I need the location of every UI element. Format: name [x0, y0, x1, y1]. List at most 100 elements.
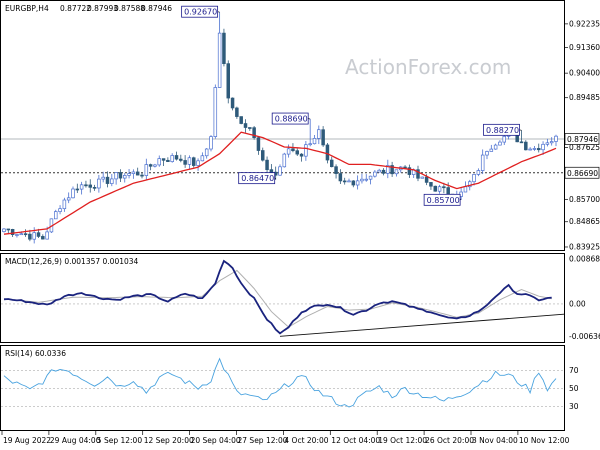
candle-body — [325, 144, 330, 161]
candle-body — [66, 197, 71, 201]
candle-body — [381, 169, 386, 174]
candle-body — [53, 211, 58, 220]
candle-body — [420, 176, 425, 179]
candle-body — [41, 236, 45, 240]
candle-body — [170, 155, 174, 162]
macd-line — [3, 259, 552, 335]
ohlc-low: 0.87588 — [114, 4, 145, 13]
candle-body — [286, 148, 291, 155]
macd-layer — [1, 259, 565, 337]
candle-body — [248, 127, 252, 129]
callout-label: 0.88690 — [275, 115, 308, 124]
candle-body — [321, 129, 325, 146]
candle-body — [58, 208, 62, 212]
candle-body — [498, 141, 502, 146]
callout-box — [271, 112, 309, 125]
candle-body — [235, 107, 239, 117]
candle-body — [127, 173, 131, 176]
candle-body — [386, 165, 390, 174]
candle-body — [174, 155, 179, 160]
candle-body — [554, 135, 558, 142]
candle-body — [118, 172, 123, 179]
candle-body — [2, 228, 6, 232]
macd-y-tick-label: -0.006366 — [569, 332, 600, 341]
candle-body — [532, 148, 537, 150]
candle-body — [364, 178, 369, 181]
callout-label: 0.86470 — [241, 174, 274, 183]
candle-body — [157, 158, 162, 166]
candle-body — [196, 160, 200, 166]
candle-body — [308, 143, 312, 146]
axis-layer: 0.92235 0.91360 0.90400 0.89485 0.87625 0.866… — [1, 19, 600, 445]
candle-body — [88, 184, 92, 188]
candle-body — [429, 182, 433, 187]
candle-body — [6, 228, 11, 231]
support-level-tag-label: 0.86690 — [567, 169, 598, 178]
candle-body — [161, 158, 166, 161]
candle-body — [373, 171, 377, 177]
candle-body — [502, 135, 507, 143]
candle-body — [217, 32, 222, 88]
candle-body — [183, 160, 187, 165]
candle-body — [230, 97, 235, 109]
candle-body — [463, 186, 468, 193]
price-panel-frame — [0, 0, 565, 251]
current-price-tag — [564, 133, 600, 145]
candle-body — [269, 169, 274, 173]
candle-body — [110, 178, 114, 184]
price-y-tick-label: 0.91360 — [569, 43, 600, 52]
candle-body — [222, 32, 226, 65]
rsi-panel-label: RSI(14) 60.0336 — [5, 349, 66, 358]
price-y-tick-label: 0.85700 — [569, 195, 600, 204]
callout-label: 0.85700 — [427, 196, 460, 205]
candle-body — [36, 232, 41, 237]
price-y-tick-label: 0.89485 — [569, 93, 600, 102]
candle-body — [261, 150, 265, 161]
candle-body — [549, 141, 554, 144]
candle-body — [131, 171, 136, 174]
candle-body — [433, 185, 438, 192]
candle-body — [338, 173, 343, 182]
candle-body — [476, 170, 481, 175]
candle-body — [28, 233, 32, 240]
candle-body — [304, 144, 308, 157]
x-tick-label: 19 Oct 12:00 — [378, 436, 427, 445]
candle-body — [360, 178, 364, 182]
candle-body — [291, 148, 295, 152]
price-y-tick-label: 0.87625 — [569, 143, 600, 152]
candle-body — [468, 181, 472, 188]
candle-body — [472, 174, 476, 183]
candle-body — [437, 186, 442, 192]
callout-box — [238, 172, 276, 185]
moving-average-line — [3, 131, 557, 235]
price-symbol-label: EURGBP,H4 — [5, 4, 49, 13]
candle-body — [312, 138, 317, 145]
ohlc-close: 0.87946 — [141, 4, 172, 13]
candle-body — [62, 199, 67, 210]
candle-body — [317, 129, 321, 139]
candle-body — [295, 150, 300, 155]
candle-body — [114, 172, 118, 180]
candle-body — [122, 175, 127, 179]
candle-body — [166, 159, 170, 162]
callout-label: 0.92670 — [184, 8, 217, 17]
candle-body — [105, 176, 110, 184]
candle-body — [75, 188, 80, 191]
x-tick-label: 3 Nov 04:00 — [472, 436, 518, 445]
candle-body — [15, 234, 19, 236]
candle-body — [545, 142, 550, 145]
candle-body — [541, 143, 545, 151]
callout-box — [423, 193, 461, 206]
candle-body — [519, 141, 524, 144]
x-tick-label: 29 Aug 04:00 — [50, 436, 101, 445]
candle-body — [192, 157, 196, 166]
macd-panel-frame — [0, 253, 565, 343]
x-tick-label: 27 Sep 12:00 — [238, 436, 288, 445]
rsi-layer — [1, 357, 564, 408]
price-y-tick-label: 0.83925 — [569, 242, 600, 251]
price-y-tick-label: 0.92235 — [569, 19, 600, 28]
candle-body — [355, 180, 360, 186]
candle-body — [148, 164, 153, 167]
